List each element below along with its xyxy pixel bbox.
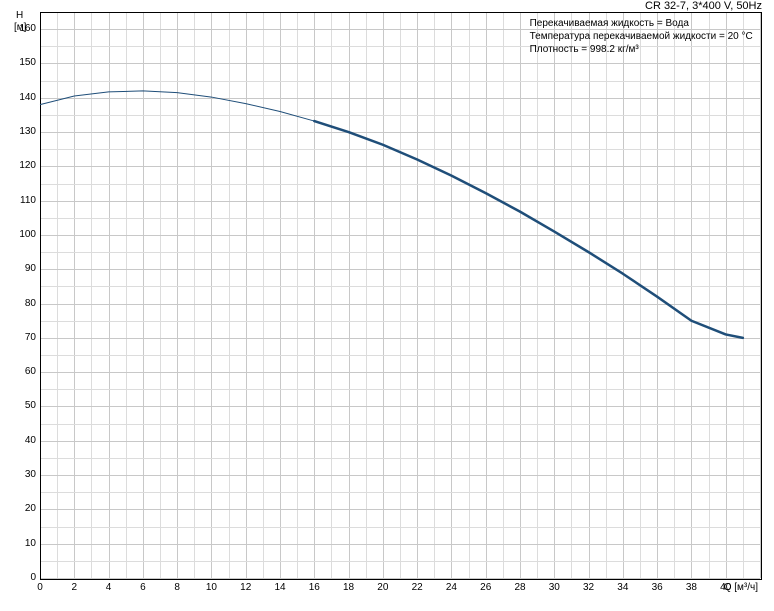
x-tick-label: 28 xyxy=(512,582,528,593)
x-tick-label: 12 xyxy=(238,582,254,593)
x-tick-label: 18 xyxy=(341,582,357,593)
x-tick-label: 30 xyxy=(546,582,562,593)
x-tick-label: 34 xyxy=(615,582,631,593)
y-tick-label: 50 xyxy=(12,400,36,411)
x-tick-label: 10 xyxy=(203,582,219,593)
x-tick-label: 14 xyxy=(272,582,288,593)
pump-curve-chart: 0246810121416182022242628303234363840010… xyxy=(0,0,774,611)
y-tick-label: 70 xyxy=(12,332,36,343)
y-tick-label: 130 xyxy=(12,126,36,137)
y-tick-label: 150 xyxy=(12,57,36,68)
info-line-1: Температура перекачиваемой жидкости = 20… xyxy=(530,31,753,42)
y-tick-label: 0 xyxy=(12,572,36,583)
y-tick-label: 20 xyxy=(12,503,36,514)
x-tick-label: 32 xyxy=(581,582,597,593)
info-line-2: Плотность = 998.2 кг/м³ xyxy=(530,44,639,55)
info-line-0: Перекачиваемая жидкость = Вода xyxy=(530,18,689,29)
x-tick-label: 0 xyxy=(32,582,48,593)
x-tick-label: 8 xyxy=(169,582,185,593)
x-tick-label: 24 xyxy=(443,582,459,593)
y-tick-label: 90 xyxy=(12,263,36,274)
y-axis-label-2: [м] xyxy=(14,22,26,33)
y-tick-label: 120 xyxy=(12,160,36,171)
x-tick-label: 16 xyxy=(306,582,322,593)
y-tick-label: 10 xyxy=(12,538,36,549)
y-tick-label: 110 xyxy=(12,195,36,206)
x-tick-label: 2 xyxy=(66,582,82,593)
y-tick-label: 40 xyxy=(12,435,36,446)
y-tick-label: 140 xyxy=(12,92,36,103)
y-tick-label: 30 xyxy=(12,469,36,480)
plot-area xyxy=(40,12,762,580)
x-tick-label: 38 xyxy=(683,582,699,593)
x-tick-label: 36 xyxy=(649,582,665,593)
y-tick-label: 100 xyxy=(12,229,36,240)
x-tick-label: 4 xyxy=(101,582,117,593)
chart-title: CR 32-7, 3*400 V, 50Hz xyxy=(645,0,762,12)
x-tick-label: 20 xyxy=(375,582,391,593)
x-tick-label: 22 xyxy=(409,582,425,593)
y-axis-label-1: H xyxy=(16,10,23,21)
x-tick-label: 6 xyxy=(135,582,151,593)
y-tick-label: 60 xyxy=(12,366,36,377)
x-tick-label: 26 xyxy=(478,582,494,593)
x-axis-label: Q [м³/ч] xyxy=(724,582,758,593)
y-tick-label: 80 xyxy=(12,298,36,309)
